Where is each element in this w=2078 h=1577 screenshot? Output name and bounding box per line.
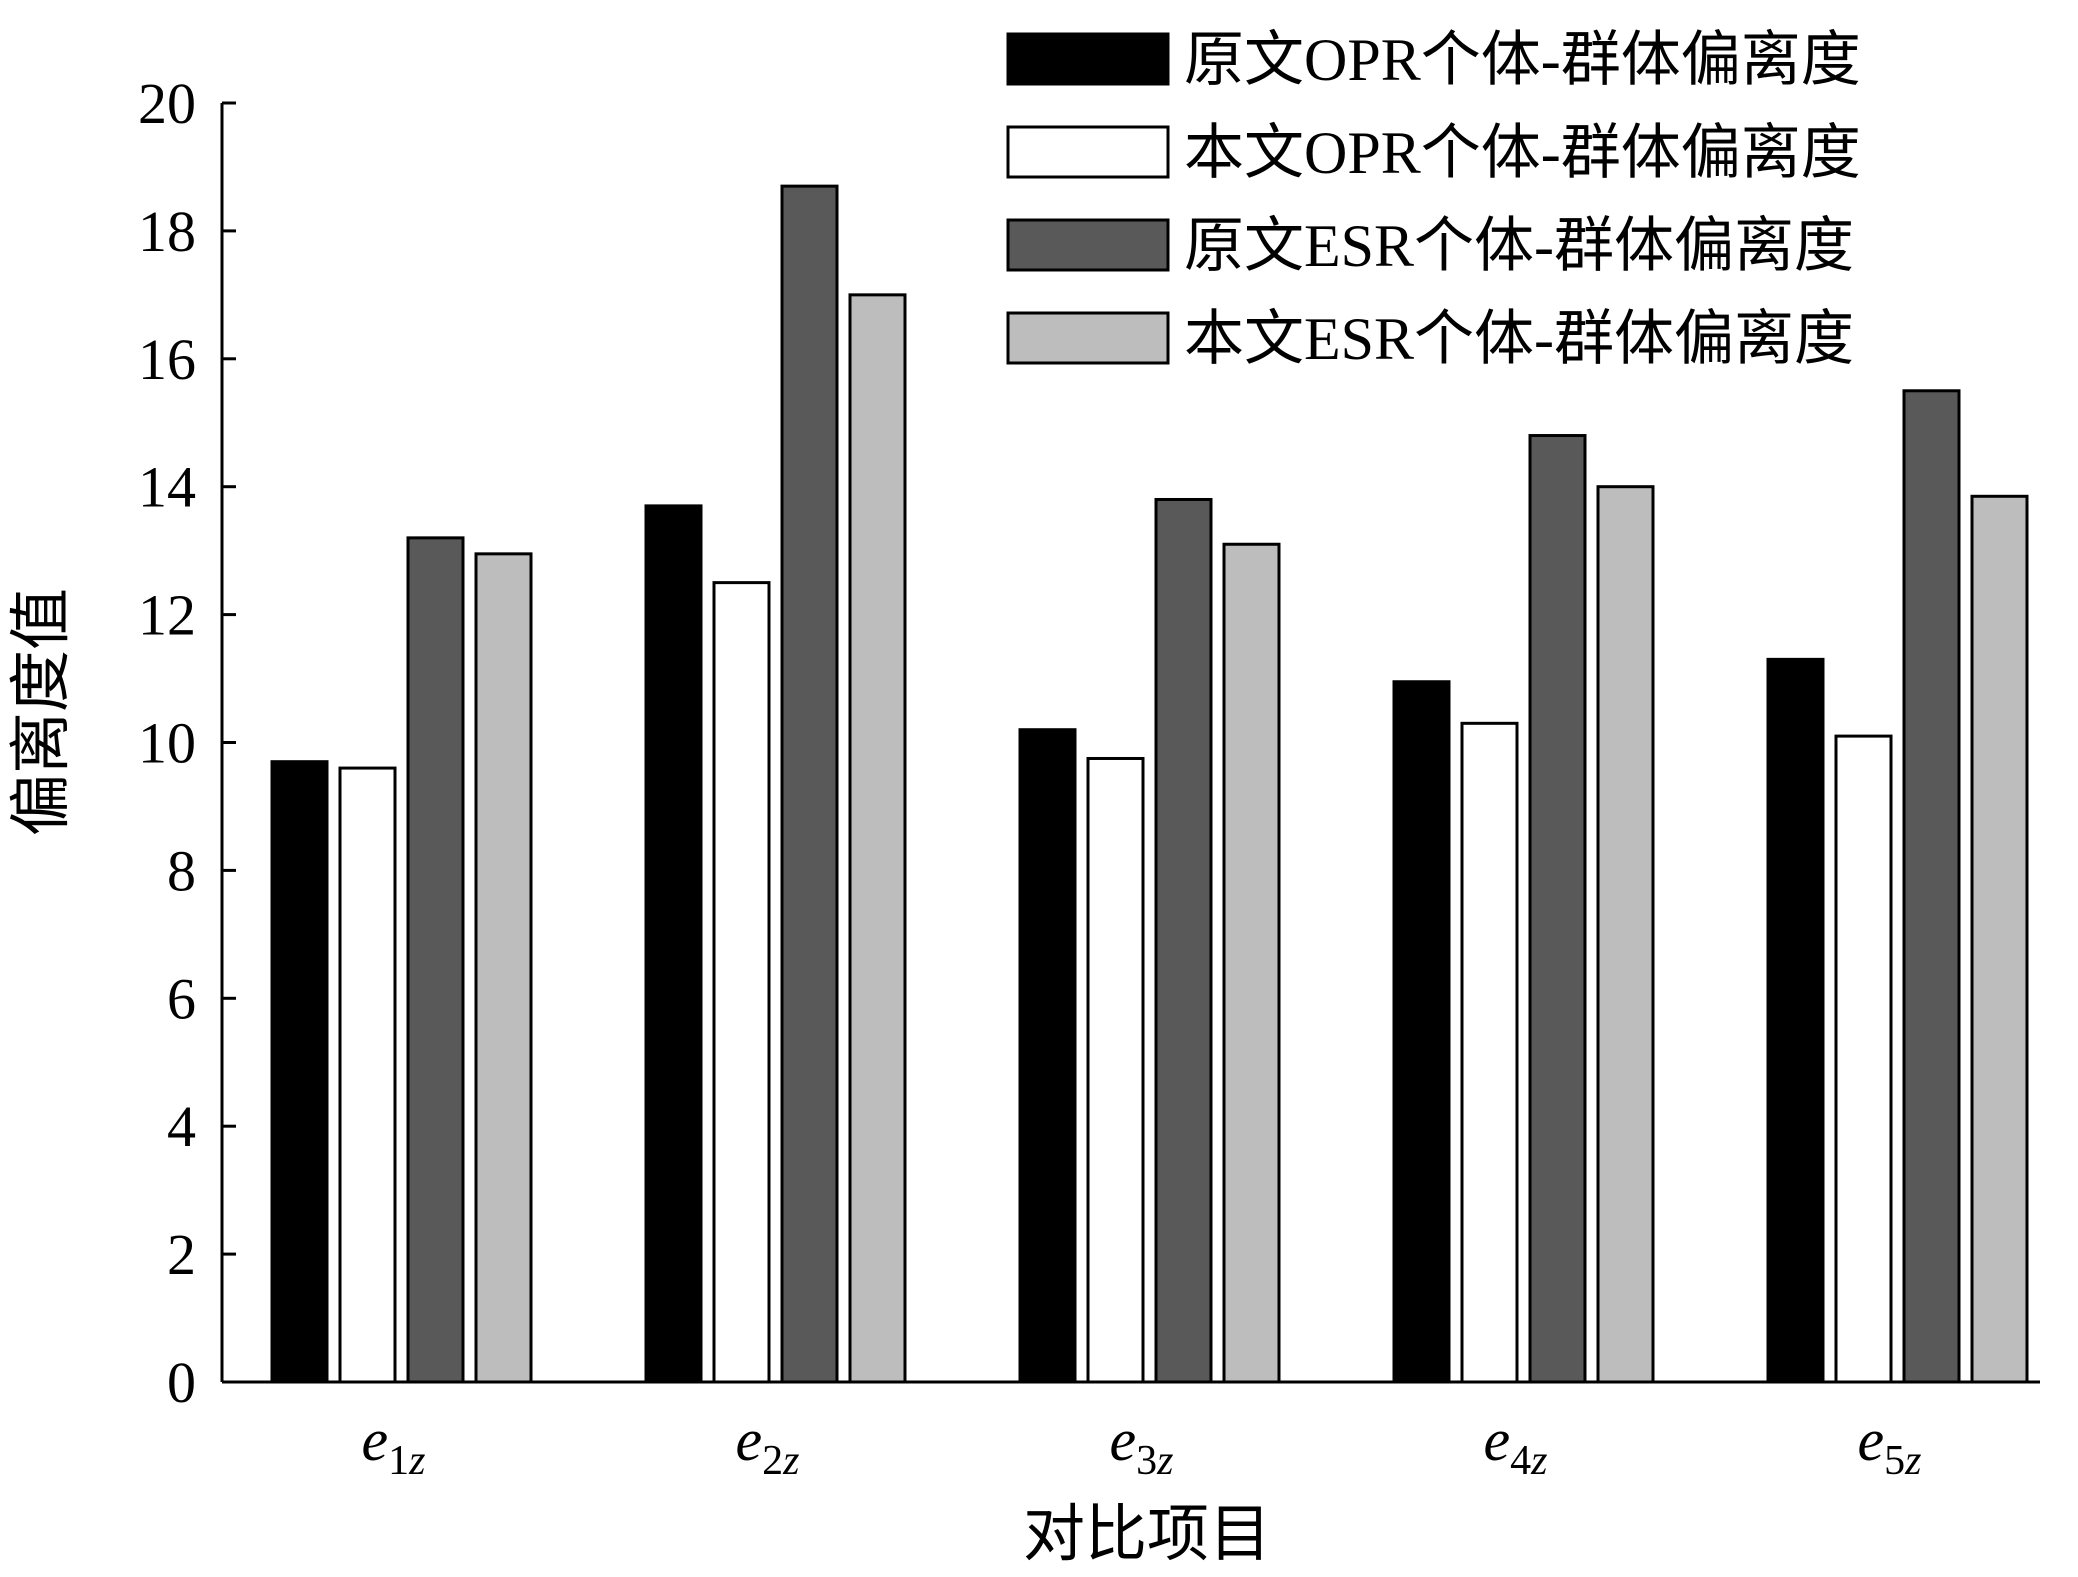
legend-label-2: 本文OPR个体-群体偏离度 <box>1184 120 1861 186</box>
y-tick-label: 0 <box>167 1350 196 1415</box>
bar-series-1-cat-1 <box>270 760 329 1384</box>
y-axis-ticks: 0 2 4 6 8 10 12 14 16 18 20 <box>138 71 236 1415</box>
bar-series-3-cat-3 <box>1154 497 1213 1384</box>
y-tick-label: 20 <box>138 71 196 136</box>
legend-swatch-4 <box>1006 311 1170 365</box>
legend-swatch-1 <box>1006 32 1170 86</box>
x-tick-label: e3z <box>1110 1407 1174 1484</box>
bar-series-2-cat-3 <box>1086 756 1145 1384</box>
bar-series-1-cat-3 <box>1018 728 1077 1384</box>
y-tick-label: 14 <box>138 455 196 520</box>
y-tick-label: 18 <box>138 199 196 264</box>
bar-series-4-cat-4 <box>1596 485 1655 1384</box>
legend-swatch-2 <box>1006 125 1170 179</box>
bar-series-1-cat-5 <box>1766 657 1825 1384</box>
legend-label-4: 本文ESR个体-群体偏离度 <box>1184 306 1854 372</box>
bar-series-4-cat-3 <box>1222 542 1281 1384</box>
bar-series-1-cat-2 <box>644 504 703 1384</box>
legend-label-3: 原文ESR个体-群体偏离度 <box>1184 213 1854 279</box>
legend-label-1: 原文OPR个体-群体偏离度 <box>1184 27 1861 93</box>
legend-swatch-3 <box>1006 218 1170 272</box>
y-tick-label: 10 <box>138 711 196 776</box>
legend: 原文OPR个体-群体偏离度本文OPR个体-群体偏离度原文ESR个体-群体偏离度本… <box>1006 27 1861 372</box>
y-tick-label: 16 <box>138 327 196 392</box>
y-axis-label: 偏离度值 <box>8 588 76 836</box>
x-tick-label: e2z <box>736 1407 800 1484</box>
y-tick-label: 6 <box>167 966 196 1031</box>
bar-series-2-cat-1 <box>338 766 397 1384</box>
bar-series-1-cat-4 <box>1392 680 1451 1384</box>
bar-series-4-cat-1 <box>474 552 533 1384</box>
bar-series-3-cat-5 <box>1902 389 1961 1384</box>
x-tick-label: e1z <box>362 1407 426 1484</box>
bar-series-4-cat-2 <box>848 293 907 1384</box>
bar-series-2-cat-4 <box>1460 721 1519 1384</box>
y-tick-label: 2 <box>167 1222 196 1287</box>
bar-series-4-cat-5 <box>1970 494 2029 1384</box>
x-axis-label: 对比项目 <box>1023 1501 1271 1569</box>
y-tick-label: 4 <box>167 1094 196 1159</box>
x-tick-label: e5z <box>1858 1407 1922 1484</box>
y-tick-label: 8 <box>167 838 196 903</box>
plot-area: 0 2 4 6 8 10 12 14 16 18 20 e1z e2z e3z e4z e5z <box>138 71 2040 1484</box>
bar-series-3-cat-4 <box>1528 434 1587 1384</box>
bar-series-3-cat-1 <box>406 536 465 1384</box>
bar-series-2-cat-2 <box>712 581 771 1384</box>
y-tick-label: 12 <box>138 583 196 648</box>
x-axis-tick-labels: e1z e2z e3z e4z e5z <box>362 1407 1922 1484</box>
bar-series-2-cat-5 <box>1834 734 1893 1384</box>
bar-series-3-cat-2 <box>780 184 839 1384</box>
bars <box>270 184 2029 1384</box>
x-tick-label: e4z <box>1484 1407 1548 1484</box>
